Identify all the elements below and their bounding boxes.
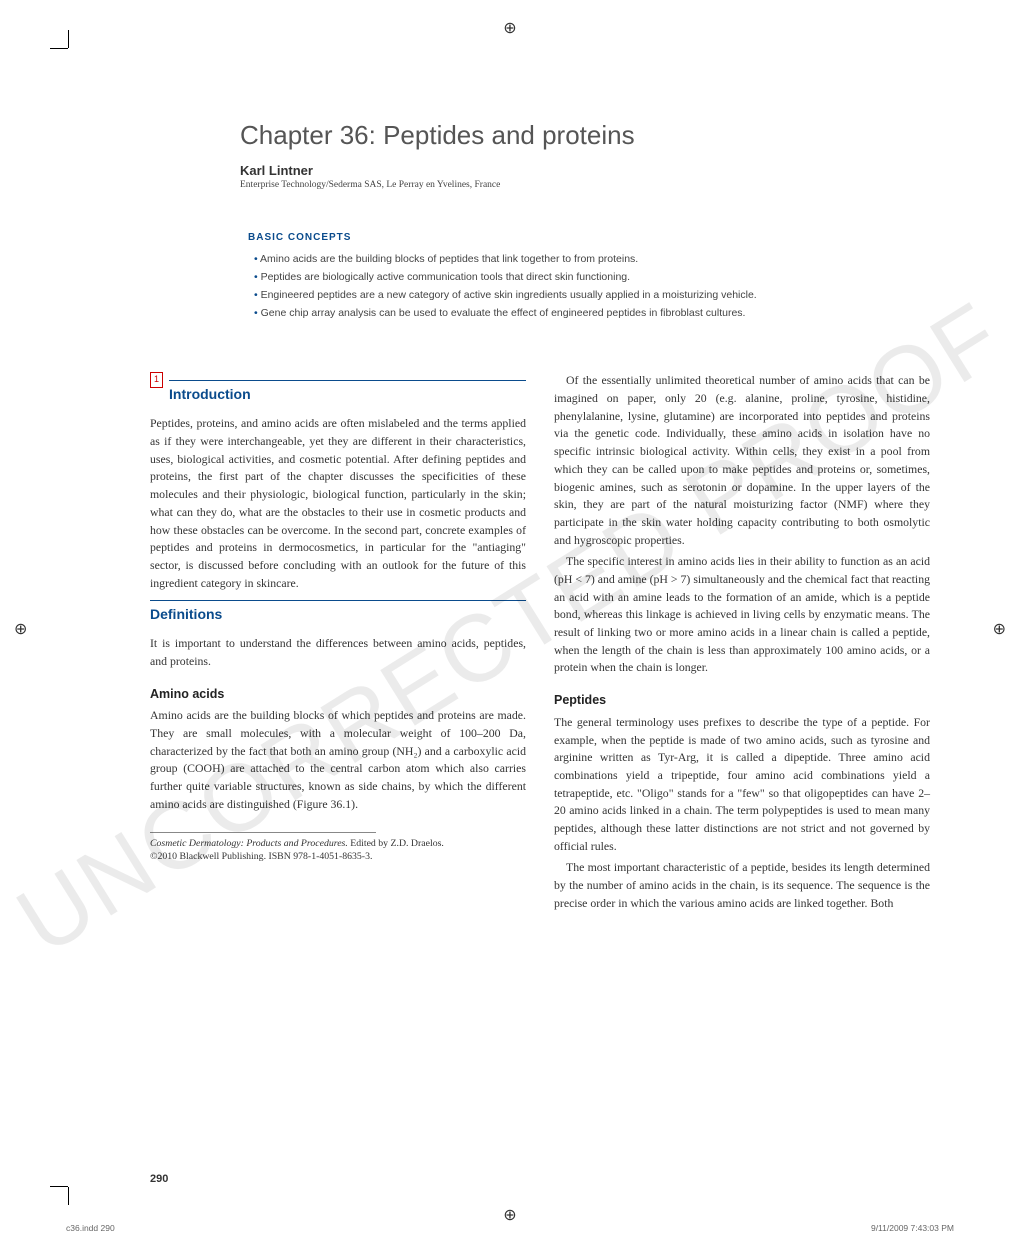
registration-mark-left: ⊕ — [14, 619, 27, 639]
footnote-rule — [150, 832, 376, 833]
section-heading-definitions: Definitions — [150, 600, 526, 625]
page-number: 290 — [150, 1173, 168, 1185]
footnote-title: Cosmetic Dermatology: Products and Proce… — [150, 838, 348, 849]
slug-filename: c36.indd 290 — [66, 1223, 115, 1233]
registration-mark-right: ⊕ — [993, 619, 1006, 639]
footnote-text: Cosmetic Dermatology: Products and Proce… — [150, 837, 526, 864]
footnote-copyright: ©2010 Blackwell Publishing. ISBN 978-1-4… — [150, 851, 372, 862]
basic-concepts-box: BASIC CONCEPTS Amino acids are the build… — [240, 222, 930, 332]
body-paragraph: The specific interest in amino acids lie… — [554, 553, 930, 677]
body-paragraph: Amino acids are the building blocks of w… — [150, 707, 526, 813]
left-column: 1 Introduction Peptides, proteins, and a… — [150, 372, 526, 916]
body-paragraph: It is important to understand the differ… — [150, 635, 526, 670]
page-content: Chapter 36: Peptides and proteins Karl L… — [150, 120, 930, 1167]
body-paragraph: The most important characteristic of a p… — [554, 859, 930, 912]
subheading-peptides: Peptides — [554, 691, 930, 710]
annotation-mark: 1 — [150, 372, 163, 388]
concept-item: Amino acids are the building blocks of p… — [254, 251, 922, 269]
body-paragraph: Of the essentially unlimited theoretical… — [554, 372, 930, 549]
subheading-amino-acids: Amino acids — [150, 685, 526, 704]
crop-mark — [50, 48, 68, 49]
body-paragraph: Peptides, proteins, and amino acids are … — [150, 415, 526, 592]
registration-mark-top: ⊕ — [503, 18, 516, 38]
concepts-heading: BASIC CONCEPTS — [248, 232, 922, 243]
slug-timestamp: 9/11/2009 7:43:03 PM — [871, 1223, 954, 1233]
chapter-title: Chapter 36: Peptides and proteins — [240, 120, 930, 151]
section-heading-introduction: Introduction — [169, 380, 526, 405]
author-affiliation: Enterprise Technology/Sederma SAS, Le Pe… — [240, 180, 930, 190]
crop-mark — [50, 1186, 68, 1187]
crop-mark — [68, 1187, 69, 1205]
author-name: Karl Lintner — [240, 163, 930, 178]
two-column-body: 1 Introduction Peptides, proteins, and a… — [150, 372, 930, 916]
crop-mark — [68, 30, 69, 48]
right-column: Of the essentially unlimited theoretical… — [554, 372, 930, 916]
footnote-editor: Edited by Z.D. Draelos. — [348, 838, 444, 849]
body-paragraph: The general terminology uses prefixes to… — [554, 714, 930, 856]
registration-mark-bottom: ⊕ — [503, 1205, 516, 1225]
concept-item: Peptides are biologically active communi… — [254, 269, 922, 287]
concept-item: Gene chip array analysis can be used to … — [254, 305, 922, 323]
concept-item: Engineered peptides are a new category o… — [254, 287, 922, 305]
